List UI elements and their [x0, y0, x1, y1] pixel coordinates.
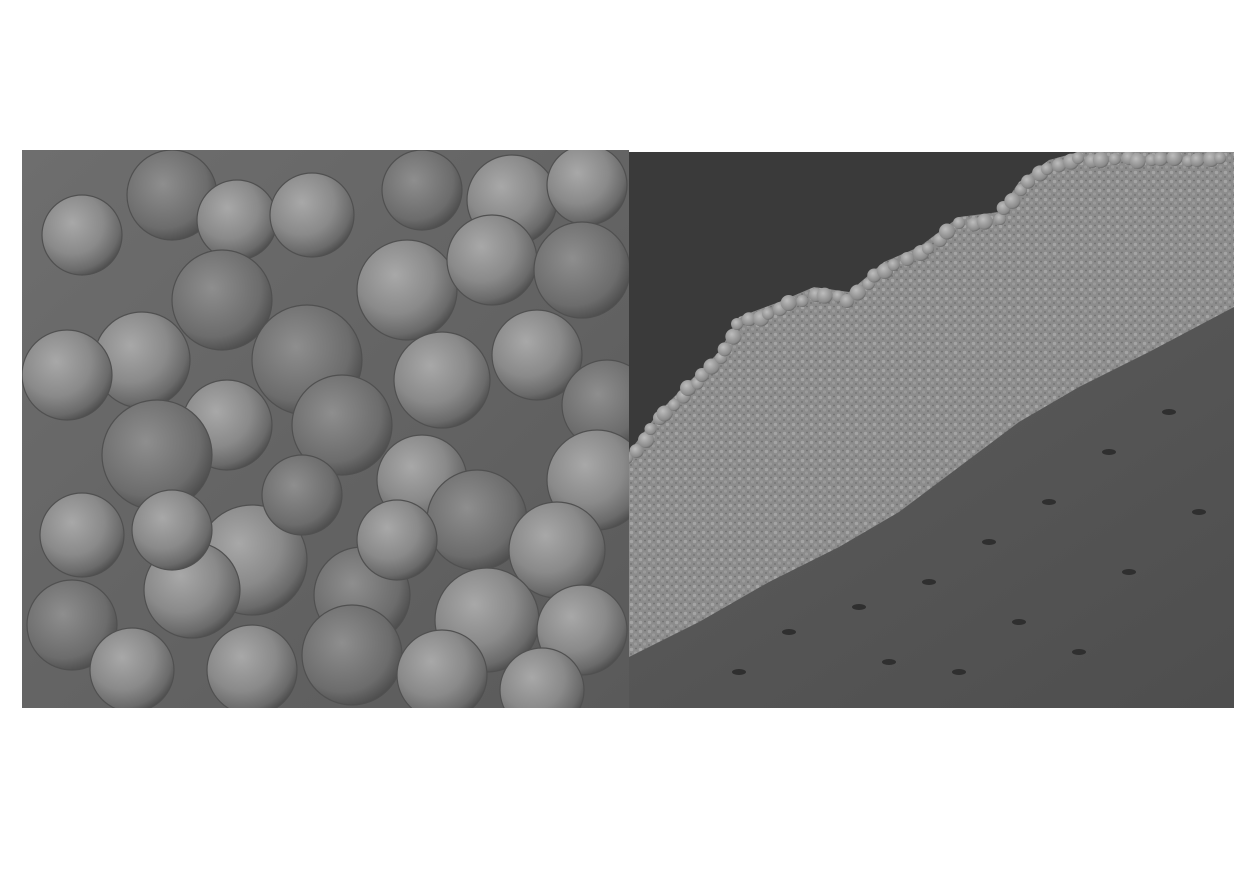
pore [882, 659, 896, 665]
surface-bead [1129, 153, 1146, 169]
surface-bead [1041, 163, 1053, 175]
surface-bead [953, 217, 965, 229]
surface-bead [629, 444, 644, 458]
surface-bead [1004, 193, 1021, 209]
surface-bead [1214, 152, 1227, 164]
surface-bead [900, 252, 915, 266]
pore [1102, 449, 1116, 455]
pore [922, 579, 936, 585]
nodule [196, 179, 278, 261]
nodule [381, 150, 463, 231]
surface-bead [644, 423, 657, 435]
surface-bead [816, 287, 833, 304]
surface-bead [976, 213, 993, 230]
nodule [131, 489, 213, 571]
surface-bead [994, 213, 1006, 225]
nodule [41, 194, 123, 276]
nodule [356, 499, 438, 581]
nodule [291, 374, 393, 476]
pore [1042, 499, 1056, 505]
surface-bead [668, 399, 680, 411]
surface-bead [887, 259, 900, 271]
surface-bead [1153, 152, 1168, 166]
surface-bead [849, 284, 866, 301]
nodule [356, 239, 458, 341]
surface-bead [638, 432, 654, 448]
sem-image-cross-section [629, 152, 1234, 708]
surface-bead [796, 295, 809, 307]
pore [1162, 409, 1176, 415]
nodule [446, 214, 538, 306]
surface-bead [1092, 152, 1109, 168]
nodule [491, 309, 583, 401]
nodule [396, 629, 488, 708]
substrate [629, 307, 1234, 708]
surface-bead [717, 342, 732, 357]
surface-bead [840, 294, 854, 308]
pore [782, 629, 796, 635]
sem-image-nodules [22, 150, 629, 708]
surface-bead [1021, 174, 1035, 189]
pore [1072, 649, 1086, 655]
sem-image-nodules-panel [22, 150, 629, 708]
surface-bead [1052, 158, 1066, 173]
surface-bead [731, 318, 743, 330]
nodule [39, 492, 125, 578]
surface-bead [762, 307, 774, 320]
sem-image-cross-section-panel [629, 152, 1234, 708]
nodule [261, 454, 343, 536]
pore [852, 604, 866, 610]
surface-bead [1072, 152, 1084, 164]
surface-bead [780, 295, 797, 311]
surface-bead [939, 223, 955, 240]
nodule [301, 604, 403, 706]
surface-bead [1190, 153, 1205, 167]
nodule [393, 331, 491, 429]
pore [1122, 569, 1136, 575]
nodule [22, 329, 113, 421]
nodule [546, 150, 628, 226]
pore [1192, 509, 1206, 515]
coating-surface-beads [629, 152, 1227, 464]
nodule [533, 221, 629, 319]
nodule-cluster [22, 150, 629, 708]
nodule [206, 624, 298, 708]
nodule [89, 627, 175, 708]
surface-bead [725, 328, 742, 345]
surface-bead [922, 242, 934, 255]
nodule [499, 647, 585, 708]
nodule [26, 579, 118, 671]
surface-bead [742, 312, 756, 327]
surface-bead [656, 405, 673, 422]
nodule [171, 249, 273, 351]
surface-bead [1166, 152, 1183, 166]
substrate-pores [732, 409, 1206, 675]
pore [982, 539, 996, 545]
pore [732, 669, 746, 675]
pore [1012, 619, 1026, 625]
pore [952, 669, 966, 675]
nodule [269, 172, 355, 258]
surface-bead [1108, 153, 1121, 165]
surface-bead [703, 358, 720, 375]
